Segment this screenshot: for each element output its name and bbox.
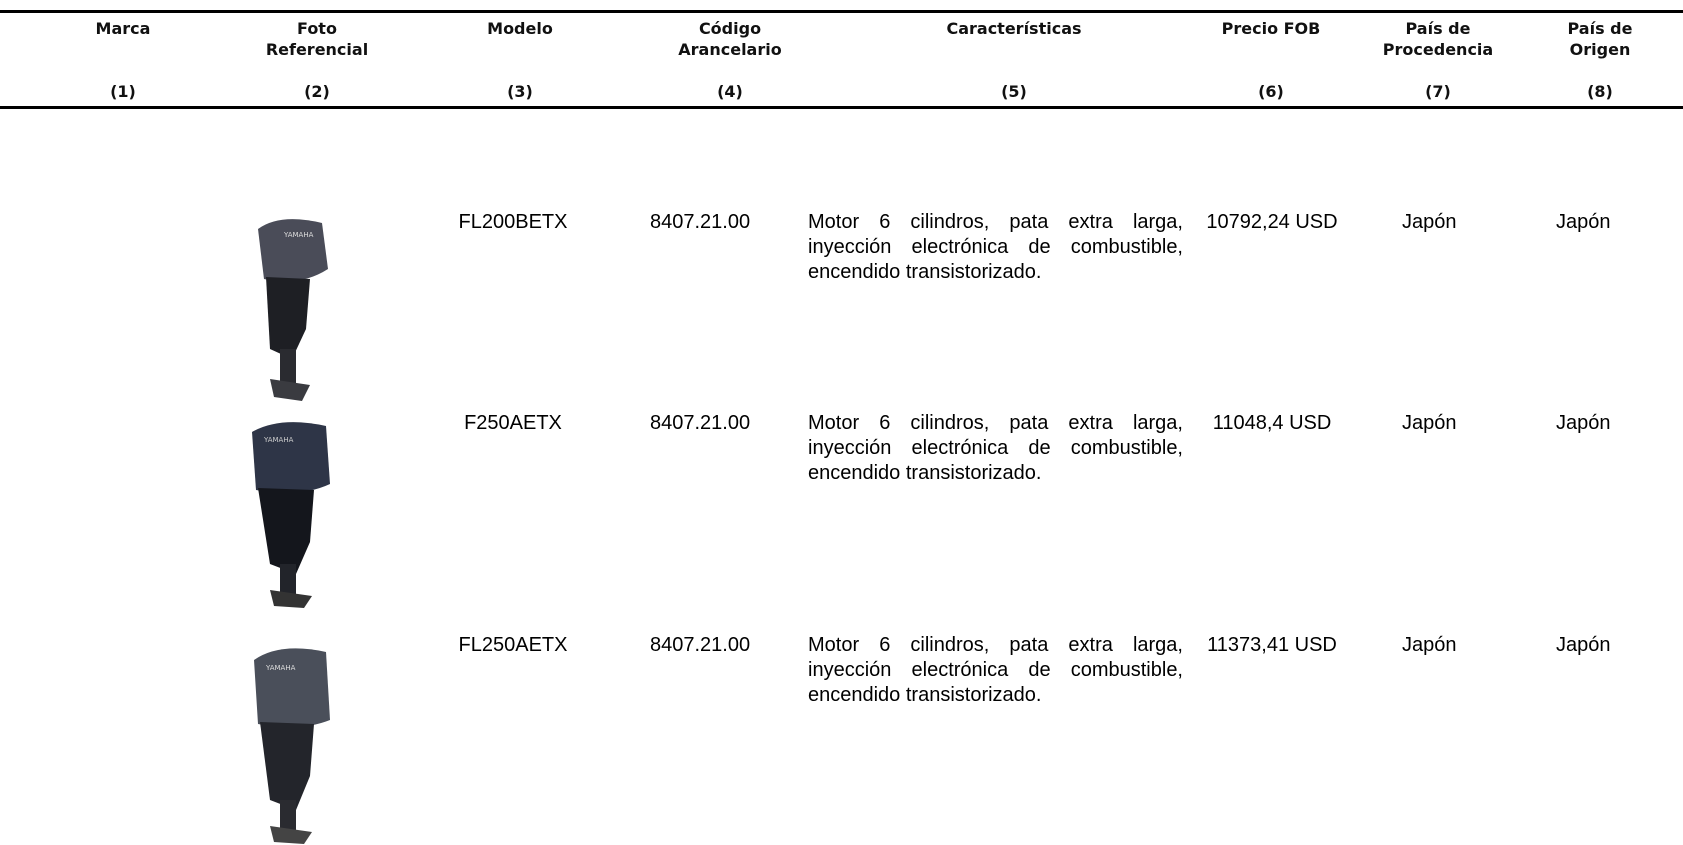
header-number: (2) [304,82,330,101]
procedencia: Japón [1402,211,1457,233]
svg-text:YAMAHA: YAMAHA [283,231,314,239]
header-label: País de [1405,19,1471,38]
caracteristicas: Motor 6 cilindros, pata extra larga, iny… [808,634,1183,706]
header-label: Características [946,19,1082,38]
header-top-rule [0,10,1683,13]
procedencia: Japón [1402,412,1457,434]
header-number: (8) [1587,82,1613,101]
header-label: Marca [95,19,151,38]
modelo: FL250AETX [458,634,568,656]
motor-photo: YAMAHA [252,422,330,608]
header-label: Foto [297,19,337,38]
header-label: Precio FOB [1221,19,1321,38]
header-label: Código [698,19,762,38]
header-label: Origen [1569,40,1631,59]
header-bottom-rule [0,106,1683,109]
header-label: Referencial [265,40,369,59]
header-label: Modelo [487,19,553,38]
header-number: (5) [1001,82,1027,101]
header-number: (3) [507,82,533,101]
precio: 10792,24 USD [1206,211,1338,233]
header-label: País de [1567,19,1633,38]
caracteristicas: Motor 6 cilindros, pata extra larga, iny… [808,211,1183,283]
codigo: 8407.21.00 [650,412,751,434]
svg-text:YAMAHA: YAMAHA [263,436,294,444]
motor-photo: YAMAHA [254,648,330,844]
origen: Japón [1556,634,1611,656]
header-number: (6) [1258,82,1284,101]
origen: Japón [1556,412,1611,434]
header-number: (4) [717,82,743,101]
procedencia: Japón [1402,634,1457,656]
header-number: (1) [110,82,136,101]
precio: 11048,4 USD [1212,412,1332,434]
modelo: FL200BETX [458,211,568,233]
codigo: 8407.21.00 [650,211,751,233]
modelo: F250AETX [464,412,562,434]
header-label: Procedencia [1382,40,1494,59]
origen: Japón [1556,211,1611,233]
precio: 11373,41 USD [1207,634,1337,656]
header-label: Arancelario [678,40,782,59]
header-number: (7) [1425,82,1451,101]
svg-text:YAMAHA: YAMAHA [265,664,296,672]
caracteristicas: Motor 6 cilindros, pata extra larga, iny… [808,412,1183,484]
motor-photo: YAMAHA [258,219,328,401]
codigo: 8407.21.00 [650,634,751,656]
